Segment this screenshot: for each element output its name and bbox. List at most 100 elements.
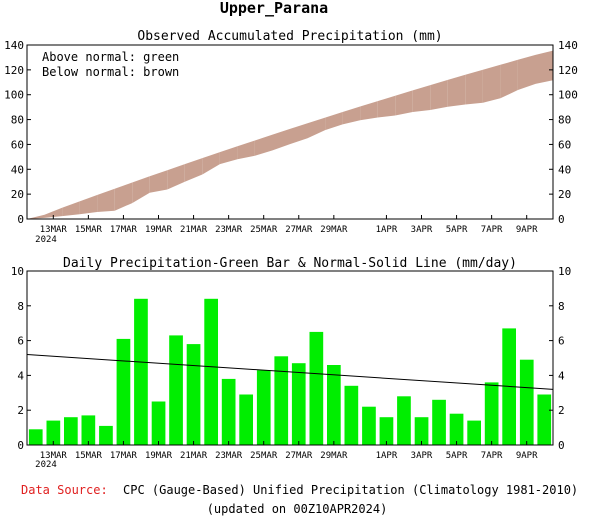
accumulated-xtick-label: 9APR (516, 225, 538, 235)
accumulated-xtick-label: 19MAR (145, 225, 173, 235)
accumulated-band-segment (132, 176, 150, 204)
daily-bar (256, 370, 271, 445)
accumulated-xtick-label: 15MAR (75, 225, 103, 235)
daily-xtick-label: 15MAR (75, 451, 103, 461)
accumulated-xtick-label: 5APR (446, 225, 468, 235)
accumulated-band-segment (500, 59, 518, 99)
accumulated-ytick-label-left: 60 (11, 138, 24, 151)
daily-ytick-label-right: 4 (558, 369, 565, 382)
accumulated-band-segment (202, 152, 220, 175)
accumulated-band-segment (79, 195, 98, 215)
daily-bar (134, 298, 148, 445)
daily-bars (28, 298, 552, 445)
accumulated-band-segment (290, 123, 308, 145)
accumulated-ytick-label-left: 100 (4, 89, 24, 102)
accumulated-band-segment (325, 112, 343, 131)
daily-bar (449, 413, 464, 445)
daily-bar (537, 394, 552, 445)
daily-plot-frame (26, 270, 554, 446)
accumulated-band-segment (412, 85, 431, 112)
accumulated-xtick-label: 21MAR (180, 225, 208, 235)
accumulated-xtick-label: 29MAR (320, 225, 348, 235)
accumulated-ytick-label-right: 140 (558, 39, 578, 52)
daily-bar (81, 415, 96, 445)
accumulated-ytick-label-right: 60 (558, 138, 571, 151)
accumulated-xtick-label: 25MAR (250, 225, 278, 235)
daily-ytick-label-left: 10 (11, 265, 24, 278)
accumulated-ytick-label-right: 20 (558, 188, 571, 201)
accumulated-band-segment (535, 50, 553, 84)
daily-xtick-label: 1APR (376, 451, 398, 461)
daily-bar (64, 417, 78, 445)
annotation-below-normal: Below normal: brown (42, 65, 179, 79)
daily-bar (186, 344, 201, 445)
daily-bar (169, 335, 183, 445)
daily-bar (151, 401, 166, 445)
accumulated-band-segment (97, 188, 115, 212)
daily-bar (99, 425, 113, 445)
daily-bar (362, 406, 376, 445)
accumulated-ytick-label-left: 80 (11, 114, 24, 127)
daily-ytick-label-left: 0 (17, 439, 24, 452)
accumulated-xtick-label: 3APR (411, 225, 433, 235)
accumulated-band-segment (377, 95, 396, 118)
accumulated-band-segment (184, 158, 203, 182)
daily-xtick-label: 3APR (411, 451, 433, 461)
daily-bar (239, 394, 253, 445)
accumulated-ytick-label-left: 0 (17, 213, 24, 226)
accumulated-band-segment (342, 106, 361, 125)
daily-bar (221, 378, 236, 445)
accumulated-xtick-label: 13MAR (40, 225, 68, 235)
accumulated-xtick-label: 23MAR (215, 225, 243, 235)
daily-xtick-label: 19MAR (145, 451, 173, 461)
daily-bar (327, 365, 341, 445)
accumulated-ytick-label-left: 20 (11, 188, 24, 201)
accumulated-band-segment (307, 117, 326, 139)
daily-xtick-label: 29MAR (320, 451, 348, 461)
daily-bar (116, 338, 131, 445)
accumulated-ytick-label-right: 40 (558, 163, 571, 176)
accumulated-band-segment (360, 101, 378, 121)
daily-bar (467, 420, 481, 445)
daily-bar (397, 396, 411, 445)
accumulated-band-segment (465, 69, 483, 105)
daily-ytick-label-left: 4 (17, 369, 24, 382)
daily-year-label: 2024 (35, 460, 57, 470)
daily-xtick-label: 27MAR (285, 451, 313, 461)
accumulated-ytick-label-right: 80 (558, 114, 571, 127)
accumulated-ytick-label-left: 140 (4, 39, 24, 52)
source-text: CPC (Gauge-Based) Unified Precipitation … (123, 483, 578, 497)
daily-bar (379, 417, 394, 445)
daily-bar (204, 298, 218, 445)
accumulated-band-segment (219, 146, 238, 165)
daily-panel: Daily Precipitation-Green Bar & Normal-S… (11, 256, 572, 470)
daily-xtick-label: 21MAR (180, 451, 208, 461)
daily-bar (484, 382, 499, 445)
accumulated-band-segment (44, 207, 63, 218)
accumulated-band-segment (149, 170, 168, 193)
accumulated-plot-frame (26, 44, 554, 220)
daily-xtick-label: 25MAR (250, 451, 278, 461)
daily-bar (291, 363, 306, 445)
daily-x-axis: 13MAR 15MAR 17MAR 19MAR 21MAR 23MAR 25MAR 27MAR… (40, 441, 538, 461)
daily-bar (274, 356, 289, 445)
accumulated-ytick-label-left: 40 (11, 163, 24, 176)
daily-xtick-label: 23MAR (215, 451, 243, 461)
daily-ytick-label-left: 2 (17, 404, 24, 417)
accumulated-band-segment (167, 164, 185, 190)
daily-xtick-label: 9APR (516, 451, 538, 461)
accumulated-band-segment (254, 134, 273, 156)
source-label: Data Source: (21, 483, 108, 497)
accumulated-year-label: 2024 (35, 235, 57, 245)
accumulated-ytick-label-right: 120 (558, 64, 578, 77)
accumulated-ytick-label-left: 120 (4, 64, 24, 77)
accumulated-band-segment (430, 79, 448, 110)
accumulated-band-segment (395, 90, 413, 116)
daily-ytick-label-right: 0 (558, 439, 565, 452)
daily-bar (309, 331, 324, 445)
accumulated-band-segment (62, 201, 80, 217)
updated-text: (updated on 00Z10APR2024) (207, 502, 388, 516)
accumulated-band-segment (482, 64, 501, 103)
accumulated-panel: Observed Accumulated Precipitation (mm) … (4, 29, 578, 245)
